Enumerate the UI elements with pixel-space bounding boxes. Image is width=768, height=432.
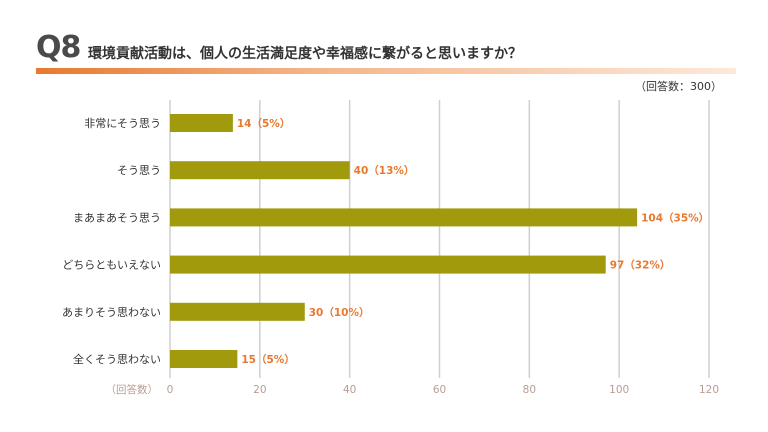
respondent-count: （回答数：300） (635, 80, 722, 93)
category-label: 全くそう思わない (73, 352, 161, 366)
labels: 0 20 40 60 80 100 120 非常にそう思う 14（5%） そう思う 40（13%） ま… (62, 117, 719, 396)
value-label: 104（35%） (641, 211, 709, 224)
bar (170, 255, 606, 274)
value-label: 30（10%） (309, 306, 370, 319)
category-label: あまりそう思わない (62, 306, 161, 319)
x-tick-label: 100 (609, 384, 629, 396)
category-label: どちらともいえない (62, 259, 161, 272)
bars (170, 114, 638, 368)
category-label: 非常にそう思う (84, 117, 161, 130)
category-label: まあまあそう思う (73, 211, 161, 224)
value-label: 97（32%） (610, 259, 671, 272)
bar (170, 302, 305, 321)
x-axis-title: （回答数） (106, 383, 159, 396)
grid-lines (169, 100, 710, 378)
bar (170, 161, 350, 180)
x-tick-label: 40 (343, 384, 356, 396)
bar (170, 208, 638, 227)
value-label: 14（5%） (237, 117, 290, 130)
bar (170, 114, 233, 132)
title-underline (36, 68, 736, 74)
x-tick-label: 20 (253, 384, 266, 396)
question-number: Q8 (36, 30, 81, 65)
value-label: 15（5%） (241, 353, 294, 366)
value-label: 40（13%） (354, 164, 415, 177)
chart-header: Q8 環境貢献活動は、個人の生活満足度や幸福感に繋がると思いますか？ (36, 30, 736, 74)
x-tick-label: 120 (699, 384, 719, 396)
x-tick-label: 80 (523, 384, 536, 396)
question-title: 環境貢献活動は、個人の生活満足度や幸福感に繋がると思いますか？ (88, 46, 522, 62)
category-label: そう思う (117, 164, 161, 177)
x-tick-label: 60 (433, 384, 446, 396)
bar (170, 350, 238, 368)
x-tick-label: 0 (167, 384, 174, 396)
